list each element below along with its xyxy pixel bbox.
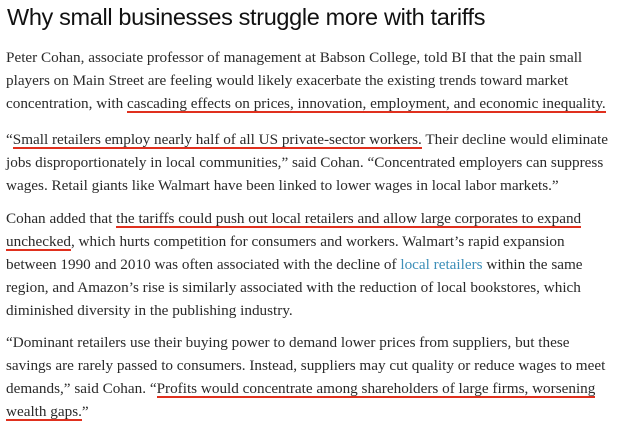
text-line: players on Main Street are feeling would… <box>6 69 636 92</box>
highlighted-phrase: cascading effects on prices, innovation,… <box>127 95 606 113</box>
highlighted-phrase: the tariffs could push out local retaile… <box>116 210 582 228</box>
text-line: Cohan added that the tariffs could push … <box>6 207 636 230</box>
text-segment: jobs disproportionately in local communi… <box>6 154 604 171</box>
text-line: “Small retailers employ nearly half of a… <box>6 128 636 151</box>
text-segment: within the same <box>482 256 583 273</box>
text-segment: players on Main Street are feeling would… <box>6 72 569 89</box>
text-line: Peter Cohan, associate professor of mana… <box>6 46 636 69</box>
paragraph-small-retailers-quote: “Small retailers employ nearly half of a… <box>6 128 636 197</box>
text-segment: savings are rarely passed to consumers. … <box>6 357 606 374</box>
highlighted-phrase: Small retailers employ nearly half of al… <box>12 131 422 149</box>
text-line: unchecked, which hurts competition for c… <box>6 230 636 253</box>
text-line: region, and Amazon’s rise is similarly a… <box>6 276 636 299</box>
text-line: concentration, with cascading effects on… <box>6 92 636 115</box>
inline-link[interactable]: local retailers <box>400 256 483 273</box>
text-segment: demands,” said Cohan. “ <box>6 380 157 397</box>
highlighted-phrase: Profits would concentrate among sharehol… <box>156 380 596 398</box>
text-segment: concentration, with <box>6 95 128 112</box>
text-segment: region, and Amazon’s rise is similarly a… <box>6 279 581 296</box>
text-segment: “Dominant retailers use their buying pow… <box>6 334 570 351</box>
text-line: between 1990 and 2010 was often associat… <box>6 253 636 276</box>
text-segment: ” <box>81 403 89 420</box>
highlighted-phrase: wealth gaps. <box>6 403 82 421</box>
paragraph-cohan-intro: Peter Cohan, associate professor of mana… <box>6 46 636 115</box>
text-segment: Their decline would eliminate <box>421 131 608 148</box>
paragraph-dominant-retailers-quote: “Dominant retailers use their buying pow… <box>6 331 636 423</box>
text-segment: Peter Cohan, associate professor of mana… <box>6 49 583 66</box>
paragraph-tariffs-walmart: Cohan added that the tariffs could push … <box>6 207 636 322</box>
highlighted-phrase: unchecked <box>6 233 71 251</box>
text-segment: “ <box>6 131 13 148</box>
text-segment: , which hurts competition for consumers … <box>70 233 565 250</box>
article-heading: Why small businesses struggle more with … <box>7 4 486 30</box>
text-segment: diminished diversity in the publishing i… <box>6 302 293 319</box>
text-line: wages. Retail giants like Walmart have b… <box>6 174 636 197</box>
text-segment: between 1990 and 2010 was often associat… <box>6 256 401 273</box>
text-line: wealth gaps.” <box>6 400 636 423</box>
text-line: savings are rarely passed to consumers. … <box>6 354 636 377</box>
text-line: jobs disproportionately in local communi… <box>6 151 636 174</box>
text-line: demands,” said Cohan. “Profits would con… <box>6 377 636 400</box>
text-line: diminished diversity in the publishing i… <box>6 299 636 322</box>
text-segment: wages. Retail giants like Walmart have b… <box>6 177 559 194</box>
text-segment: Cohan added that <box>6 210 117 227</box>
text-line: “Dominant retailers use their buying pow… <box>6 331 636 354</box>
